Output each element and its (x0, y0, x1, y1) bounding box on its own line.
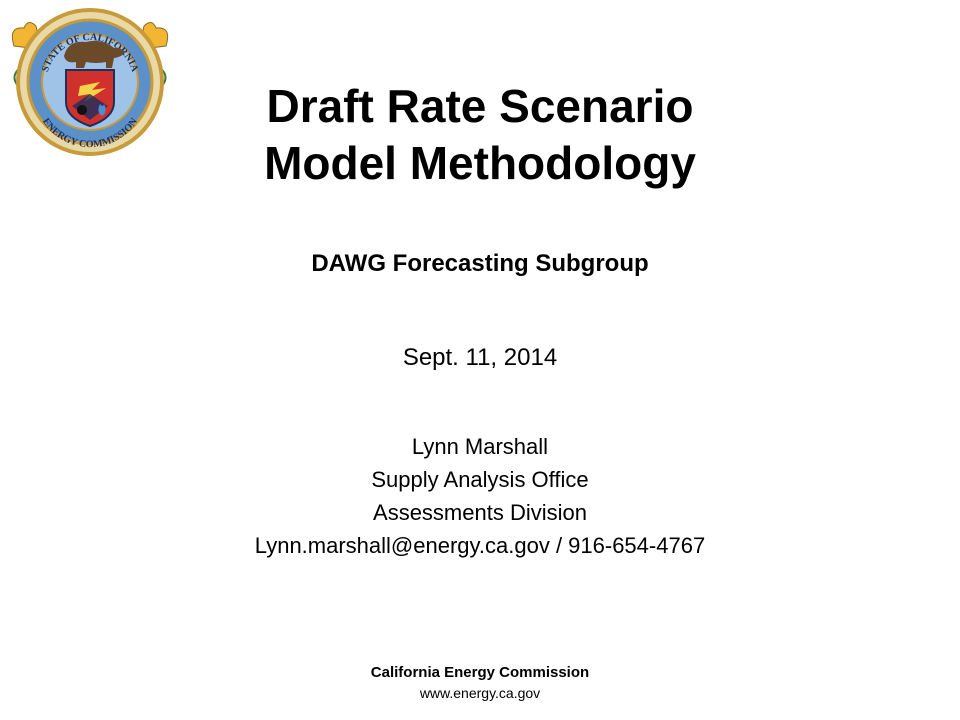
contact-info: Lynn.marshall@energy.ca.gov / 916-654-47… (254, 533, 706, 558)
slide-footer: California Energy Commission www.energy.… (0, 662, 960, 703)
bear-icon (64, 40, 124, 68)
energy-commission-seal-logo: STATE OF CALIFORNIA ENERGY COMMISSION (11, 8, 169, 156)
slide-subtitle: DAWG Forecasting Subgroup (311, 250, 649, 277)
slide-title-line-2: Model Methodology (264, 137, 696, 189)
author-block: Lynn Marshall Supply Analysis Office Ass… (0, 430, 960, 529)
energy-shield-icon (65, 69, 115, 128)
slide-title: Draft Rate Scenario Model Methodology (160, 78, 800, 192)
presentation-date: Sept. 11, 2014 (402, 344, 558, 371)
slide-title-line-1: Draft Rate Scenario (266, 80, 694, 132)
footer-website: www.energy.ca.gov (419, 685, 541, 701)
footer-organization: California Energy Commission (370, 664, 590, 681)
author-division: Assessments Division (373, 500, 587, 525)
author-office: Supply Analysis Office (371, 467, 589, 492)
author-name: Lynn Marshall (411, 434, 549, 459)
